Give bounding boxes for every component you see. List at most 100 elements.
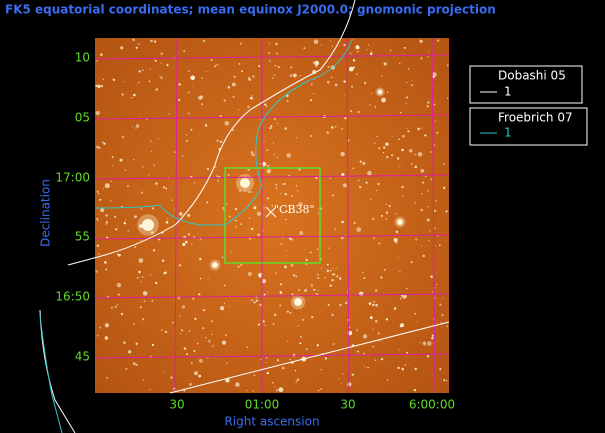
star: [216, 139, 219, 142]
star: [291, 293, 294, 296]
grid-line: [94, 353, 450, 359]
star: [414, 367, 417, 371]
star: [235, 220, 237, 222]
star: [396, 157, 400, 160]
star: [402, 134, 405, 138]
star: [435, 200, 437, 202]
star: [151, 300, 154, 302]
star: [127, 230, 130, 232]
star: [434, 120, 437, 122]
star: [166, 64, 169, 67]
star: [443, 186, 446, 190]
star: [372, 328, 374, 330]
star: [329, 177, 331, 180]
star: [387, 144, 389, 146]
star: [123, 341, 126, 345]
star: [433, 103, 436, 106]
y-tick-label: 05: [75, 111, 90, 125]
star: [105, 223, 108, 225]
star: [275, 52, 279, 55]
star: [397, 257, 400, 259]
star: [401, 195, 404, 197]
star: [179, 315, 181, 317]
star: [313, 288, 316, 291]
star: [443, 163, 446, 165]
star: [316, 248, 319, 251]
star: [374, 106, 377, 108]
star: [357, 350, 360, 353]
star: [252, 75, 255, 78]
star: [117, 293, 120, 296]
star: [174, 208, 176, 210]
star: [383, 268, 386, 271]
star: [211, 345, 214, 347]
star: [240, 264, 243, 266]
star: [370, 93, 372, 95]
star: [406, 351, 409, 354]
star: [150, 140, 152, 142]
star: [247, 168, 250, 172]
star: [238, 63, 241, 65]
star: [205, 71, 207, 73]
star: [343, 43, 346, 47]
star: [135, 127, 137, 129]
star: [380, 276, 383, 279]
star: [140, 191, 144, 194]
star: [273, 117, 277, 121]
star: [142, 291, 148, 296]
star: [115, 228, 118, 231]
star: [223, 284, 226, 287]
star: [379, 340, 381, 342]
star: [131, 126, 133, 128]
star: [288, 174, 290, 177]
star: [385, 211, 389, 214]
star: [148, 80, 151, 83]
star: [374, 359, 377, 361]
star: [207, 357, 209, 359]
star: [160, 76, 163, 79]
star: [267, 291, 269, 293]
star: [263, 230, 265, 232]
star: [104, 183, 110, 189]
star: [385, 318, 388, 321]
star: [324, 276, 326, 279]
star: [363, 81, 367, 85]
star: [320, 44, 322, 46]
y-tick-label: 16:50: [55, 290, 90, 304]
star: [286, 153, 291, 158]
star: [95, 84, 98, 88]
y-tick-label: 55: [75, 230, 90, 244]
star: [187, 213, 191, 217]
star: [352, 167, 355, 170]
star: [315, 176, 318, 180]
star: [247, 105, 250, 108]
star: [193, 182, 195, 184]
star: [140, 240, 142, 242]
star: [331, 126, 334, 129]
star: [279, 304, 282, 307]
star: [290, 263, 294, 267]
star: [248, 217, 251, 220]
star: [407, 68, 410, 70]
star: [253, 374, 256, 377]
legend-entry: 1: [504, 126, 512, 140]
star: [206, 201, 209, 204]
star: [191, 243, 193, 245]
star: [96, 217, 99, 220]
star: [235, 382, 240, 387]
x-axis-labels: 30 01:00 30 6:00:00: [169, 398, 455, 412]
star: [356, 227, 362, 233]
star: [121, 135, 125, 139]
star: [441, 314, 444, 317]
grid-line: [431, 37, 436, 394]
star: [427, 190, 430, 192]
star: [436, 131, 439, 134]
star: [298, 202, 303, 207]
star: [316, 273, 319, 276]
star: [192, 297, 195, 300]
selection-box: [224, 167, 321, 264]
star: [373, 301, 375, 303]
star: [190, 175, 193, 178]
star: [419, 39, 423, 43]
star: [285, 94, 289, 98]
